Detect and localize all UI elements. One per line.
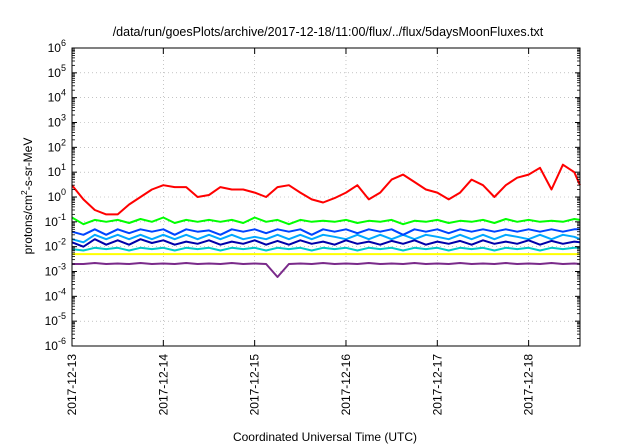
- x-tick-label: 2017-12-15: [248, 354, 262, 416]
- series-line-4: [71, 228, 580, 236]
- y-tick-label: 10-2: [45, 237, 66, 254]
- y-tick-label: 105: [48, 63, 66, 80]
- x-tick-labels: 2017-12-13 2017-12-14 2017-12-15 2017-12-16…: [65, 354, 536, 416]
- x-tick-label: 2017-12-13: [65, 354, 79, 416]
- y-tick-label: 101: [48, 162, 66, 179]
- series-line-6: [71, 246, 580, 252]
- series-line-2: [71, 216, 581, 226]
- y-tick-label: 102: [48, 137, 66, 154]
- y-tick-label: 10-5: [45, 311, 66, 328]
- y-axis-label: protons/cm2-s-sr-MeV: [19, 138, 35, 255]
- series-layer: [71, 163, 581, 278]
- x-tick-label: 2017-12-16: [339, 354, 353, 416]
- chart-title: /data/run/goesPlots/archive/2017-12-18/1…: [113, 25, 544, 39]
- x-axis-label: Coordinated Universal Time (UTC): [233, 430, 417, 444]
- y-tick-label: 100: [48, 187, 66, 204]
- y-tick-label: 10-4: [45, 286, 66, 303]
- y-tick-label: 10-1: [45, 212, 66, 229]
- y-tick-label: 10-6: [45, 336, 66, 353]
- y-tick-label: 103: [48, 113, 66, 130]
- y-tick-label: 10-3: [45, 262, 66, 279]
- series-line-8: [72, 262, 581, 278]
- y-tick-label: 104: [48, 88, 66, 105]
- plot-frame: [71, 47, 581, 347]
- x-tick-label: 2017-12-18: [522, 354, 536, 416]
- y-tick-label: 106: [48, 38, 66, 55]
- axes: [71, 47, 581, 347]
- x-tick-label: 2017-12-14: [156, 354, 170, 416]
- series-line-5: [71, 238, 581, 248]
- series-line-1: [71, 163, 581, 216]
- grid: [72, 48, 580, 346]
- y-tick-labels: 10-6 10-5 10-4 10-3 10-2 10-1 100 101 102 103 104 1…: [45, 38, 66, 353]
- series-line-3: [71, 233, 581, 244]
- x-tick-label: 2017-12-17: [430, 354, 444, 416]
